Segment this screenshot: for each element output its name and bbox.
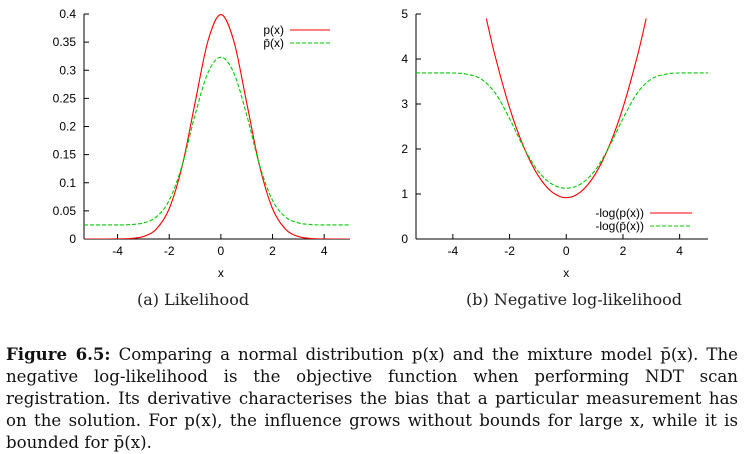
chart-negative-log-likelihood: -4 -2 0 2 4 0 1 2 3 4 5 x -log(p(x))-log(p̄(x)) — [401, 7, 708, 280]
y-tick-label: 5 — [401, 7, 408, 21]
x-tick-label: -4 — [448, 244, 459, 258]
caption-label: Figure 6.5: — [6, 344, 111, 364]
y-tick-label: 0.2 — [59, 120, 76, 134]
y-tick-label: 0.1 — [59, 176, 76, 190]
x-tick-label: 4 — [321, 244, 328, 258]
legend-label-1: -log(p̄(x)) — [595, 219, 644, 233]
y-tick-label: 0.15 — [53, 148, 77, 162]
subcaption-a: (a) Likelihood — [137, 290, 250, 309]
x-tick-label: 2 — [620, 244, 627, 258]
series-line-0 — [485, 18, 647, 199]
series-line-0 — [84, 14, 350, 239]
x-tick-label: -4 — [112, 244, 123, 258]
x-axis-label: x — [218, 266, 224, 280]
figure-caption: Figure 6.5: Comparing a normal distribut… — [6, 343, 738, 454]
series-line-1 — [416, 72, 708, 189]
x-tick-label: -2 — [504, 244, 515, 258]
y-tick-label: 1 — [401, 187, 408, 201]
y-tick-label: 0 — [401, 232, 408, 246]
x-axis-label: x — [563, 266, 569, 280]
y-tick-label: 2 — [401, 142, 408, 156]
legend-label-0: p(x) — [263, 23, 284, 37]
series-line-1 — [84, 56, 350, 226]
y-tick-label: 3 — [401, 97, 408, 111]
figure-charts: -4 -2 0 2 4 0 0.05 0.1 0.15 0.2 0.25 0.3 0.35 0.4 x p(x… — [53, 7, 708, 280]
y-tick-label: 0.4 — [59, 7, 76, 21]
legend-label-0: -log(p(x)) — [595, 206, 644, 220]
y-tick-label: 0.25 — [53, 91, 77, 105]
x-tick-label: 2 — [269, 244, 276, 258]
x-tick-label: 4 — [676, 244, 683, 258]
x-tick-label: 0 — [563, 244, 570, 258]
y-tick-label: 0.05 — [53, 204, 77, 218]
y-tick-label: 4 — [401, 52, 408, 66]
caption-text: Comparing a normal distribution p(x) and… — [6, 345, 738, 452]
chart-likelihood: -4 -2 0 2 4 0 0.05 0.1 0.15 0.2 0.25 0.3 0.35 0.4 x p(x… — [53, 7, 350, 280]
y-tick-label: 0.3 — [59, 63, 76, 77]
x-tick-label: 0 — [218, 244, 225, 258]
x-tick-label: -2 — [164, 244, 175, 258]
subcaption-b: (b) Negative log-likelihood — [466, 290, 683, 309]
y-tick-label: 0 — [69, 232, 76, 246]
legend-label-1: p̄(x) — [263, 36, 284, 50]
y-tick-label: 0.35 — [53, 35, 77, 49]
